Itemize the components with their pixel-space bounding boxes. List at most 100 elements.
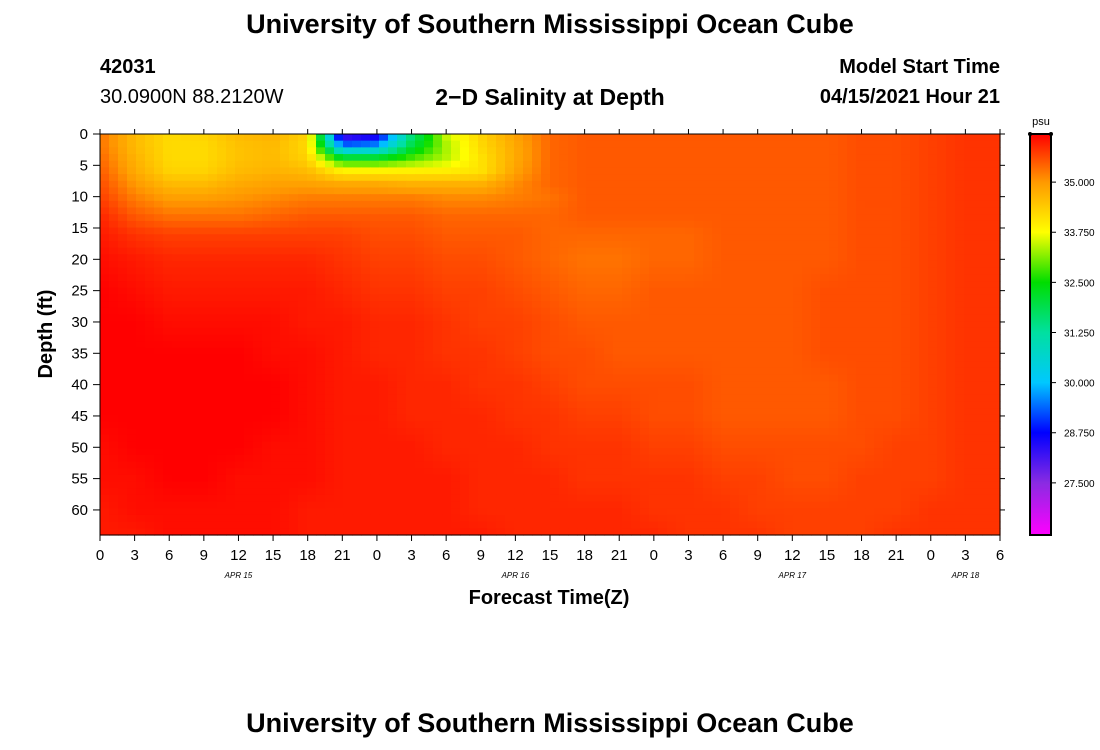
- heatmap-cell: [829, 374, 839, 382]
- heatmap-cell: [982, 187, 992, 195]
- heatmap-cell: [550, 267, 560, 275]
- heatmap-cell: [667, 267, 677, 275]
- heatmap-cell: [748, 414, 758, 422]
- heatmap-cell: [226, 341, 236, 349]
- heatmap-cell: [154, 421, 164, 429]
- heatmap-cell: [361, 374, 371, 382]
- heatmap-cell: [352, 454, 362, 463]
- heatmap-cell: [217, 187, 227, 195]
- heatmap-cell: [667, 234, 677, 242]
- heatmap-cell: [460, 287, 470, 295]
- heatmap-cell: [640, 134, 650, 142]
- heatmap-cell: [991, 234, 1001, 242]
- heatmap-cell: [433, 234, 443, 242]
- heatmap-cell: [829, 187, 839, 195]
- heatmap-cell: [127, 214, 137, 222]
- heatmap-cell: [280, 174, 290, 182]
- heatmap-cell: [604, 314, 614, 322]
- heatmap-cell: [631, 214, 641, 222]
- heatmap-cell: [442, 247, 452, 255]
- heatmap-cell: [325, 187, 335, 195]
- heatmap-cell: [127, 140, 137, 148]
- heatmap-cell: [379, 200, 389, 209]
- heatmap-cell: [694, 294, 704, 302]
- heatmap-cell: [163, 240, 173, 249]
- heatmap-cell: [784, 260, 794, 269]
- heatmap-cell: [136, 381, 146, 389]
- heatmap-cell: [559, 281, 569, 289]
- heatmap-cell: [145, 267, 155, 275]
- heatmap-cell: [478, 220, 488, 229]
- heatmap-cell: [901, 367, 911, 376]
- heatmap-cell: [775, 294, 785, 302]
- heatmap-cell: [145, 408, 155, 416]
- heatmap-cell: [505, 414, 515, 422]
- heatmap-cell: [253, 428, 263, 436]
- heatmap-cell: [199, 374, 209, 382]
- heatmap-cell: [541, 387, 551, 396]
- heatmap-cell: [667, 321, 677, 329]
- heatmap-cell: [172, 454, 182, 463]
- heatmap-cell: [487, 347, 497, 356]
- heatmap-cell: [388, 374, 398, 382]
- heatmap-cell: [649, 174, 659, 182]
- heatmap-cell: [460, 454, 470, 463]
- heatmap-cell: [415, 301, 425, 309]
- heatmap-cell: [640, 247, 650, 255]
- heatmap-cell: [496, 441, 506, 449]
- heatmap-cell: [163, 234, 173, 242]
- heatmap-cell: [217, 307, 227, 316]
- heatmap-cell: [262, 180, 272, 189]
- heatmap-cell: [397, 154, 407, 162]
- heatmap-cell: [865, 187, 875, 195]
- heatmap-cell: [991, 294, 1001, 302]
- heatmap-cell: [316, 281, 326, 289]
- heatmap-cell: [757, 301, 767, 309]
- heatmap-cell: [361, 247, 371, 255]
- heatmap-cell: [172, 247, 182, 255]
- heatmap-cell: [352, 214, 362, 222]
- heatmap-cell: [631, 234, 641, 242]
- heatmap-cell: [208, 260, 218, 269]
- heatmap-cell: [307, 334, 317, 342]
- heatmap-cell: [937, 327, 947, 336]
- heatmap-cell: [577, 294, 587, 302]
- heatmap-cell: [325, 247, 335, 255]
- heatmap-cell: [793, 441, 803, 449]
- heatmap-cell: [271, 187, 281, 195]
- heatmap-cell: [532, 434, 542, 443]
- heatmap-cell: [577, 134, 587, 142]
- heatmap-cell: [820, 247, 830, 255]
- heatmap-cell: [307, 134, 317, 142]
- heatmap-cell: [676, 267, 686, 275]
- heatmap-cell: [892, 408, 902, 416]
- heatmap-cell: [532, 187, 542, 195]
- heatmap-cell: [442, 214, 452, 222]
- heatmap-cell: [262, 274, 272, 282]
- heatmap-cell: [928, 301, 938, 309]
- heatmap-cell: [271, 361, 281, 369]
- heatmap-cell: [757, 441, 767, 449]
- heatmap-cell: [568, 401, 578, 409]
- heatmap-cell: [109, 154, 119, 162]
- heatmap-cell: [856, 367, 866, 376]
- heatmap-cell: [676, 347, 686, 356]
- heatmap-cell: [676, 314, 686, 322]
- heatmap-cell: [838, 434, 848, 443]
- heatmap-cell: [883, 154, 893, 162]
- heatmap-cell: [172, 234, 182, 242]
- heatmap-cell: [766, 281, 776, 289]
- heatmap-cell: [397, 461, 407, 469]
- heatmap-cell: [631, 441, 641, 449]
- heatmap-cell: [406, 140, 416, 148]
- heatmap-cell: [100, 454, 110, 463]
- heatmap-cell: [370, 134, 380, 142]
- heatmap-cell: [127, 421, 137, 429]
- heatmap-cell: [424, 314, 434, 322]
- heatmap-cell: [721, 454, 731, 463]
- heatmap-cell: [145, 301, 155, 309]
- heatmap-cell: [145, 361, 155, 369]
- heatmap-cell: [379, 367, 389, 376]
- heatmap-cell: [793, 227, 803, 235]
